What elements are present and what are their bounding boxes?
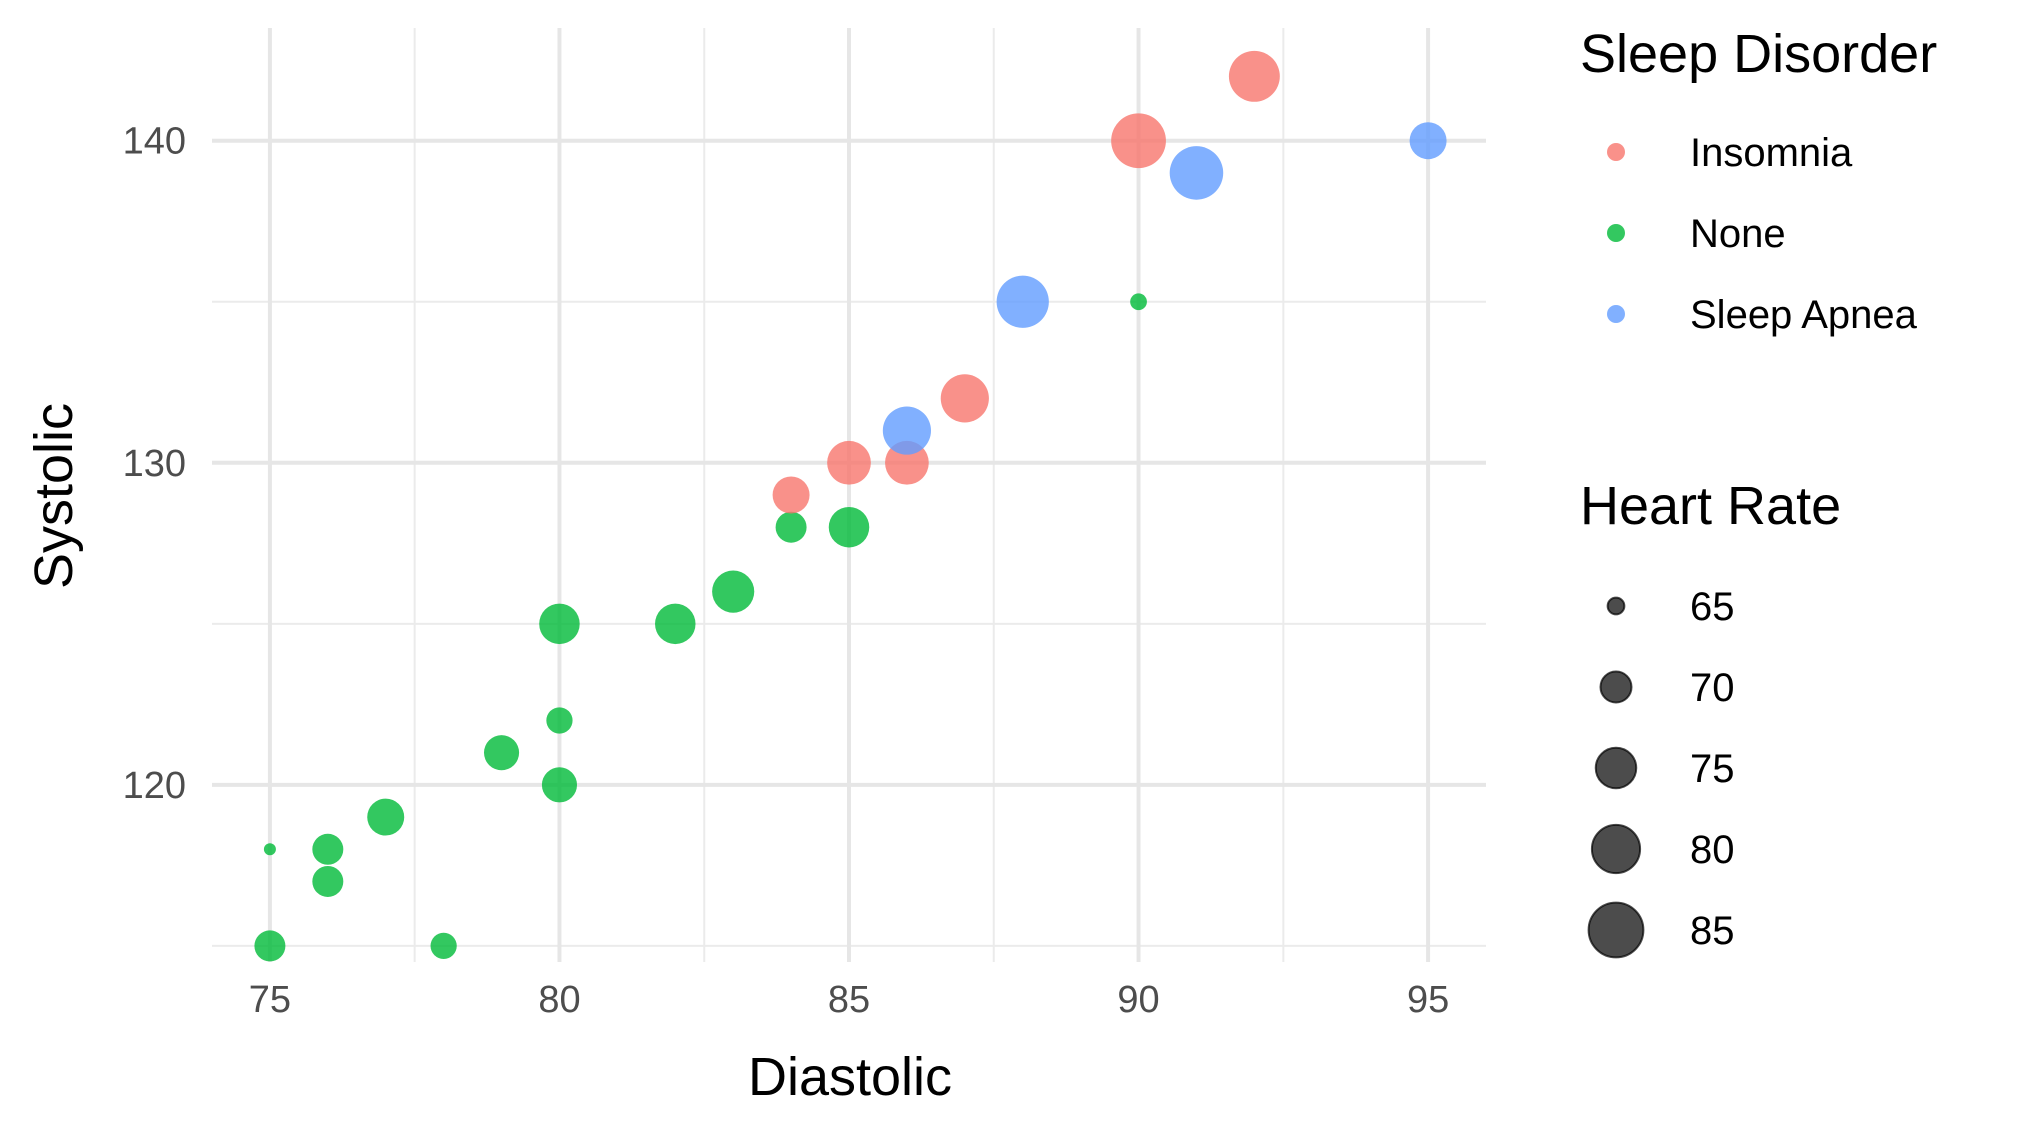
data-point	[940, 374, 989, 423]
size-legend-label: 70	[1690, 666, 1735, 710]
data-point	[1228, 50, 1280, 102]
color-legend: Sleep Disorder Insomnia None Sleep Apnea	[1580, 24, 1937, 337]
x-tick-label: 85	[828, 979, 870, 1021]
data-point	[1409, 122, 1447, 160]
data-point	[996, 275, 1049, 328]
color-legend-label: Insomnia	[1690, 131, 1853, 175]
data-point	[712, 570, 755, 613]
size-legend-key	[1606, 596, 1626, 616]
data-point	[772, 476, 810, 514]
data-point	[1111, 113, 1166, 169]
data-point	[263, 843, 276, 856]
size-legend: Heart Rate 65 70 75 80 85	[1580, 476, 1841, 959]
data-point	[1130, 293, 1147, 311]
color-legend-key	[1607, 143, 1625, 161]
data-point	[827, 440, 871, 485]
y-tick-label: 120	[123, 765, 186, 807]
x-tick-label: 95	[1407, 979, 1449, 1021]
axes: 75 80 85 90 95 120 130 140	[123, 121, 1450, 1021]
size-legend-title: Heart Rate	[1580, 476, 1841, 536]
data-point	[546, 707, 573, 734]
y-axis-title: Systolic	[24, 403, 84, 589]
color-legend-key	[1607, 305, 1625, 323]
data-point	[312, 833, 344, 865]
x-axis-title: Diastolic	[748, 1047, 952, 1107]
color-legend-title: Sleep Disorder	[1580, 24, 1937, 84]
data-point	[430, 932, 457, 960]
y-tick-label: 130	[123, 443, 186, 485]
size-legend-label: 75	[1690, 747, 1735, 791]
color-legend-label: None	[1690, 212, 1786, 256]
data-point	[882, 406, 931, 455]
data-point	[828, 506, 870, 548]
x-tick-label: 80	[538, 979, 580, 1021]
size-legend-label: 65	[1690, 585, 1735, 629]
data-point	[367, 798, 405, 836]
size-legend-key	[1594, 746, 1638, 790]
color-legend-key	[1607, 224, 1625, 242]
data-point	[483, 735, 520, 771]
data-point	[541, 767, 578, 803]
size-legend-key	[1599, 670, 1633, 704]
size-legend-label: 80	[1690, 828, 1735, 872]
data-point	[775, 511, 807, 543]
data-points	[254, 50, 1447, 962]
data-point	[312, 865, 344, 897]
data-point	[539, 603, 580, 645]
x-tick-label: 90	[1117, 979, 1159, 1021]
data-point	[254, 930, 286, 962]
x-tick-label: 75	[249, 979, 291, 1021]
color-legend-label: Sleep Apnea	[1690, 293, 1918, 337]
y-tick-label: 140	[123, 121, 186, 163]
size-legend-label: 85	[1690, 909, 1735, 953]
data-point	[1169, 146, 1224, 200]
data-point	[655, 603, 696, 645]
size-legend-key	[1590, 823, 1642, 875]
size-legend-key	[1587, 901, 1645, 959]
